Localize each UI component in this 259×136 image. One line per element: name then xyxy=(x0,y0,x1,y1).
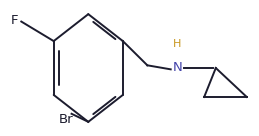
Text: H: H xyxy=(173,39,181,49)
Text: N: N xyxy=(172,61,182,75)
Text: Br: Br xyxy=(59,113,74,126)
Text: F: F xyxy=(11,14,19,27)
